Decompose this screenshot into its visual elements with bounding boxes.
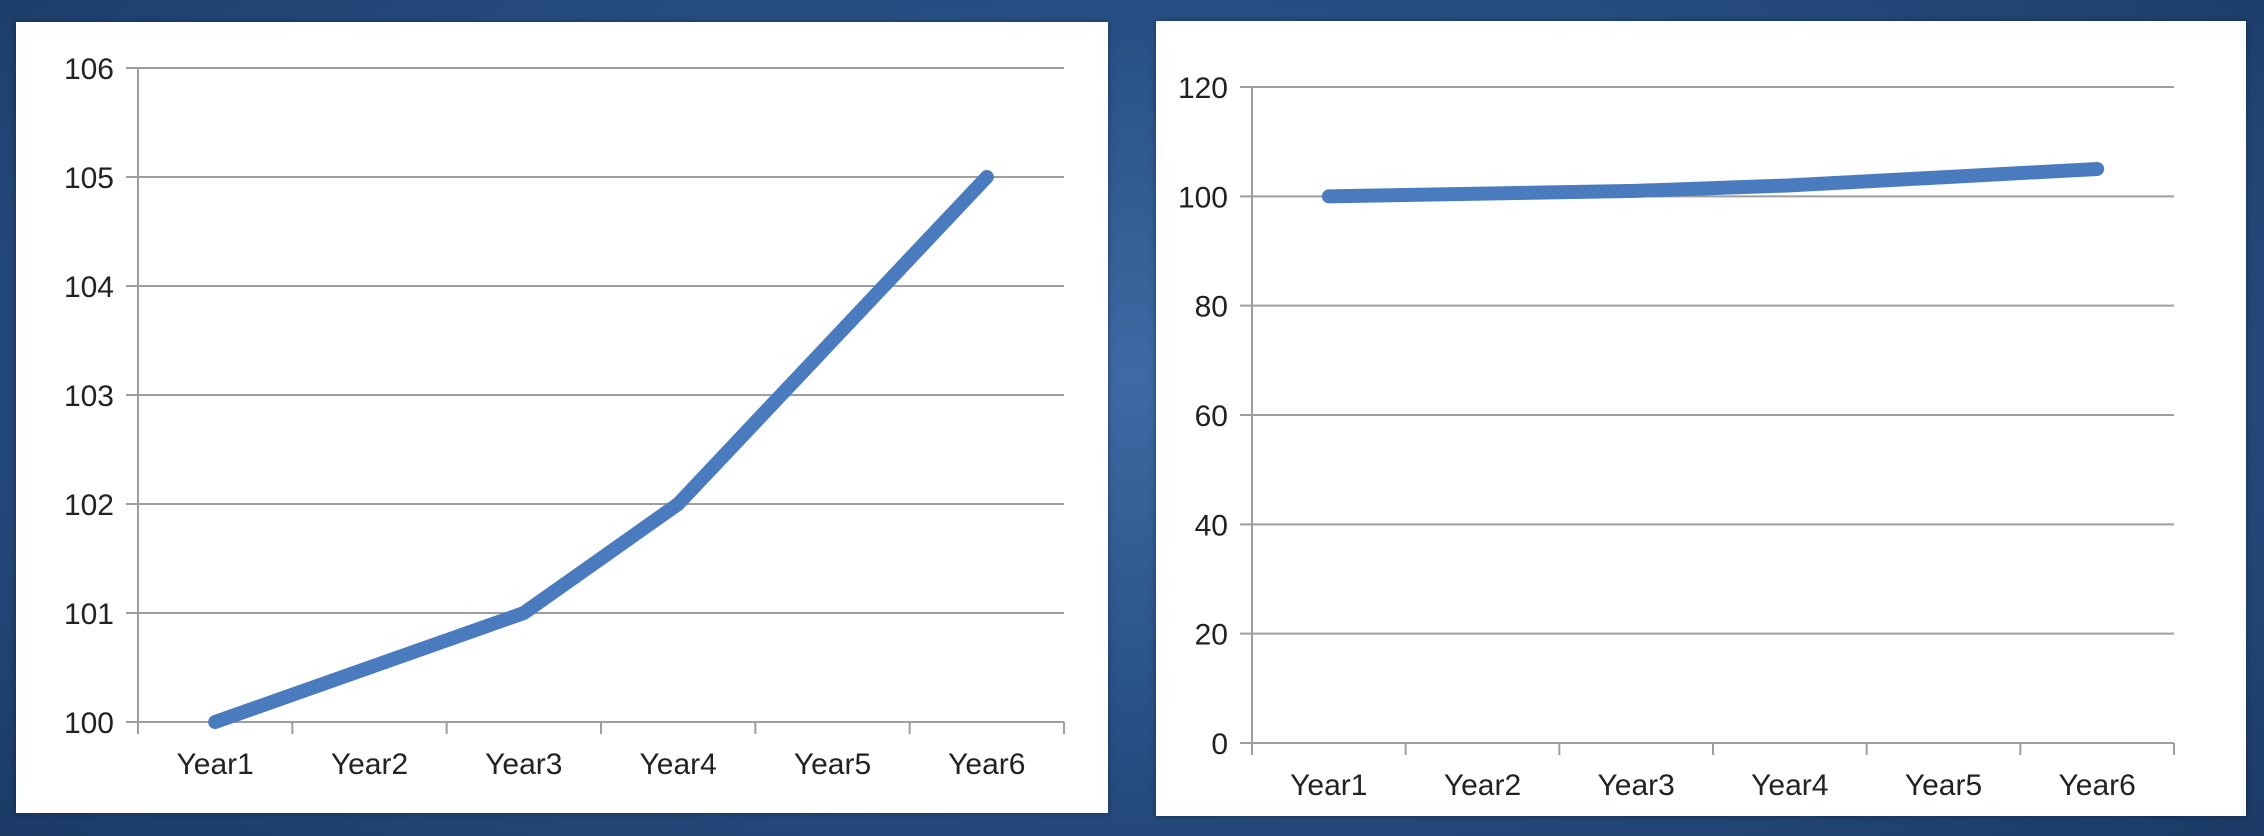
x-category-label: Year5 <box>794 748 871 781</box>
left-chart-panel: 100 101 102 103 104 105 106 Year1 Year2 Year3 Year… <box>16 22 1108 813</box>
right-chart-panel: 0 20 40 60 80 100 120 Year1 Year2 Year3 Year4 Year5… <box>1156 21 2246 816</box>
x-category-label: Year2 <box>1444 769 1521 802</box>
x-category-label: Year3 <box>1598 769 1675 802</box>
x-category-label: Year5 <box>1905 769 1982 802</box>
right-line-chart: 0 20 40 60 80 100 120 Year1 Year2 Year3 Year4 Year5… <box>1178 72 2175 802</box>
y-tick-label: 103 <box>64 380 114 413</box>
x-category-label: Year1 <box>1290 769 1367 802</box>
y-tick-label: 120 <box>1178 72 1228 105</box>
y-tick-label: 106 <box>64 53 114 86</box>
y-tick-label: 101 <box>64 598 114 631</box>
y-tick-label: 60 <box>1195 400 1228 433</box>
x-category-label: Year1 <box>177 748 254 781</box>
y-tick-label: 105 <box>64 162 114 195</box>
x-category-label: Year4 <box>640 748 717 781</box>
x-category-label: Year3 <box>485 748 562 781</box>
x-category-label: Year6 <box>948 748 1025 781</box>
y-tick-label: 20 <box>1195 619 1228 652</box>
y-tick-label: 80 <box>1195 291 1228 324</box>
series-line <box>208 170 994 729</box>
y-tick-label: 0 <box>1211 728 1228 761</box>
y-tick-label: 100 <box>64 707 114 740</box>
y-tick-label: 100 <box>1178 181 1228 214</box>
x-category-label: Year4 <box>1751 769 1828 802</box>
y-tick-label: 40 <box>1195 509 1228 542</box>
y-tick-label: 102 <box>64 489 114 522</box>
x-category-label: Year2 <box>331 748 408 781</box>
y-tick-label: 104 <box>64 271 114 304</box>
x-category-label: Year6 <box>2059 769 2136 802</box>
series-line <box>1321 162 2105 204</box>
left-line-chart: 100 101 102 103 104 105 106 Year1 Year2 Year3 Year… <box>64 53 1065 781</box>
